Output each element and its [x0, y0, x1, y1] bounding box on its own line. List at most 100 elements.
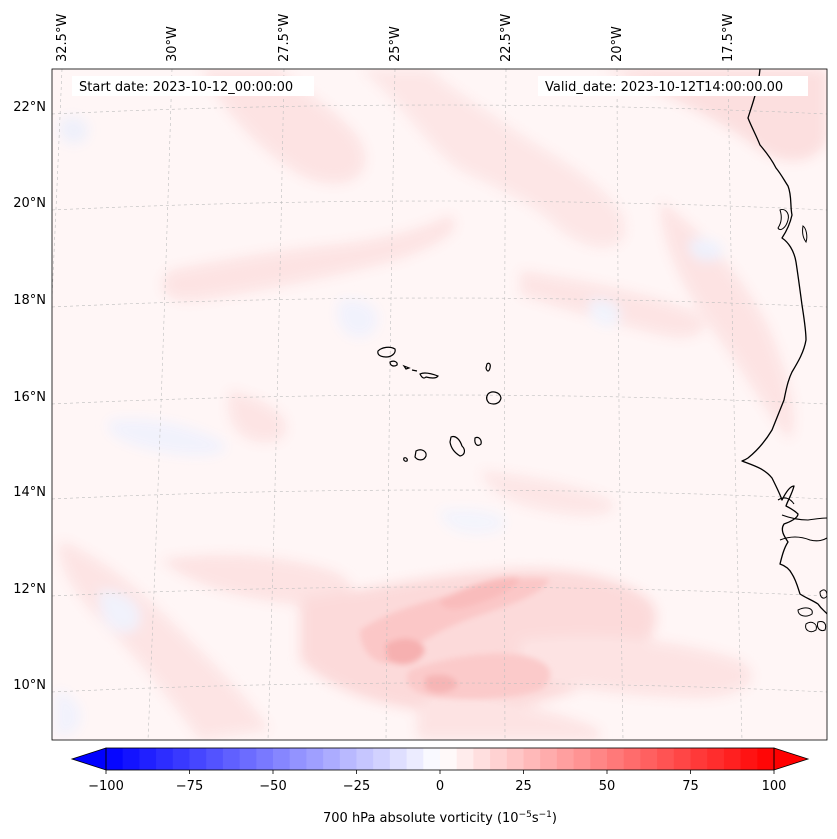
colorbar-bin: [640, 748, 658, 770]
weak-positive-band: [520, 636, 752, 699]
colorbar-bin: [540, 748, 558, 770]
colorbar-bin: [556, 748, 575, 770]
lat-label: 18°N: [13, 293, 46, 308]
valid-date-text: Valid_date: 2023-10-12T14:00:00.00: [545, 80, 783, 95]
island-bijagos: [819, 589, 827, 599]
africa-coastline: [741, 69, 827, 615]
vorticity-field: [52, 69, 827, 740]
lat-label: 10°N: [13, 678, 46, 693]
parallel: [52, 586, 827, 597]
longitude-labels: 32.5°W 30°W 27.5°W 25°W 22.5°W 20°W 17.5°W: [55, 14, 736, 62]
island-boa-vista: [486, 391, 502, 405]
colorbar-bin: [506, 748, 525, 770]
weak-negative-patch: [108, 418, 226, 456]
island-bijagos: [805, 621, 817, 633]
colorbar-bin: [222, 748, 241, 770]
parallel: [52, 394, 827, 405]
colorbar-tick-label: 50: [599, 779, 616, 794]
lat-label: 20°N: [13, 196, 46, 211]
weak-negative-patch: [55, 690, 81, 735]
weak-negative-patch: [99, 590, 141, 633]
colorbar-bin: [256, 748, 274, 770]
lon-label: 20°W: [610, 26, 625, 62]
colorbar-bin: [289, 748, 307, 770]
colorbar-tick-label: 25: [515, 779, 532, 794]
colorbar-tick-label: −25: [343, 779, 370, 794]
colorbar-bin: [306, 748, 324, 770]
island-santa-luzia: [402, 364, 411, 370]
parallel: [52, 297, 827, 308]
weak-positive-band: [160, 554, 352, 606]
parallel: [52, 682, 827, 693]
colorbar-bin: [356, 748, 374, 770]
colorbar-bin: [323, 748, 341, 770]
lat-label: 22°N: [13, 100, 46, 115]
colorbar-bin: [339, 748, 358, 770]
colorbar-tick-label: 100: [762, 779, 787, 794]
colorbar-bin: [707, 748, 725, 770]
colorbar-bin: [156, 748, 174, 770]
colorbar-bin: [423, 748, 441, 770]
colorbar-bin: [690, 748, 708, 770]
meridian: [504, 69, 507, 740]
colorbar-bin: [373, 748, 391, 770]
gridlines: [52, 69, 827, 740]
colorbar-bin: [273, 748, 291, 770]
lat-label: 14°N: [13, 485, 46, 500]
colorbar-bin: [673, 748, 692, 770]
parallel: [52, 200, 827, 211]
weak-positive-band: [480, 470, 615, 516]
colorbar-tick-label: −75: [176, 779, 203, 794]
island-fogo: [414, 449, 427, 461]
colorbar-tick-label: −50: [259, 779, 286, 794]
valid-date-box: [538, 76, 808, 96]
colorbar-bin: [456, 748, 474, 770]
weak-positive-band: [660, 200, 794, 440]
colorbar-bin: [623, 748, 641, 770]
colorbar-bin: [657, 748, 675, 770]
colorbar-bin: [206, 748, 224, 770]
lon-label: 32.5°W: [55, 14, 70, 62]
weak-negative-patch: [337, 299, 379, 338]
weak-positive-band: [228, 390, 287, 443]
island-maio: [474, 436, 482, 446]
coast-inlet: [777, 497, 795, 505]
lon-label: 22.5°W: [499, 14, 514, 62]
weak-positive-band: [416, 690, 600, 740]
weak-positive-band: [360, 69, 626, 248]
colorbar-tick-label: 0: [436, 779, 444, 794]
weak-positive-band: [59, 540, 271, 740]
colorbar-bin: [523, 748, 541, 770]
colorbar-bin: [590, 748, 608, 770]
meridian: [616, 69, 624, 740]
meridian: [267, 69, 285, 740]
start-date-text: Start date: 2023-10-12_00:00:00: [79, 80, 293, 95]
colorbar-bin: [607, 748, 625, 770]
colorbar-bin: [389, 748, 408, 770]
colorbar-bin: [139, 748, 157, 770]
colorbar-bin: [573, 748, 591, 770]
strong-positive-core: [385, 638, 425, 665]
latitude-labels: 22°N 20°N 18°N 16°N 14°N 12°N 10°N: [13, 100, 46, 693]
lat-label: 12°N: [13, 582, 46, 597]
colorbar: −100 −75 −50 −25 0 25 50 75 100: [70, 747, 810, 794]
colorbar-tick-label: 75: [682, 779, 699, 794]
meridian: [385, 69, 396, 740]
coast-inlet: [779, 536, 827, 542]
lon-label: 30°W: [165, 26, 180, 62]
meridian: [147, 69, 173, 740]
start-date-box: [72, 76, 314, 96]
weak-negative-patch: [440, 508, 506, 534]
lat-label: 16°N: [13, 390, 46, 405]
colorbar-bin: [740, 748, 758, 770]
meridian: [727, 69, 743, 740]
colorbar-bin: [189, 748, 207, 770]
weak-positive-band: [161, 215, 456, 301]
island-santiago: [449, 435, 466, 457]
island-santo-antao: [377, 346, 396, 358]
parallel: [52, 489, 827, 500]
map-frame: [51, 68, 828, 741]
weak-negative-patch: [689, 238, 723, 261]
cape-verde-islands: [377, 346, 502, 462]
